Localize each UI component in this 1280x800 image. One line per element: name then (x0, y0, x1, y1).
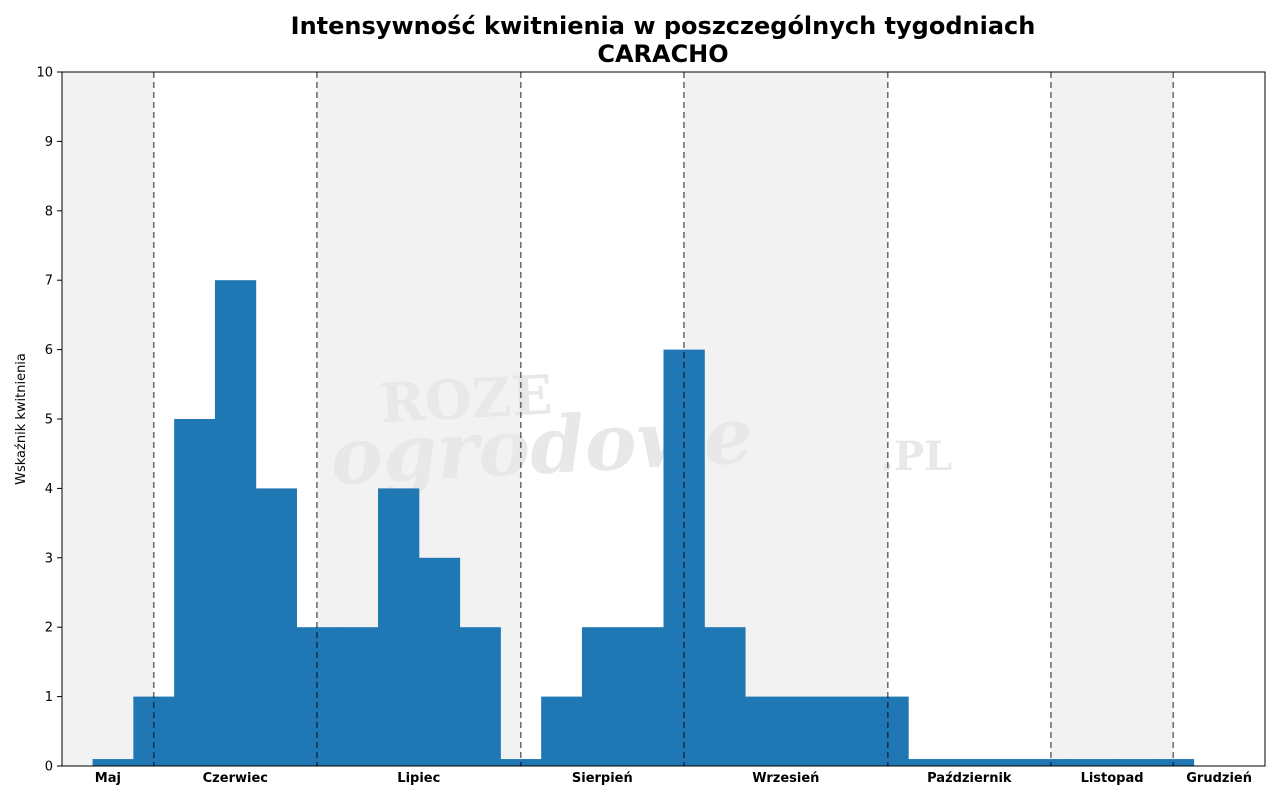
y-tick-label-2: 2 (45, 621, 53, 636)
bar-week-3 (174, 419, 216, 766)
watermark-text-pl: .PL (880, 433, 952, 480)
month-label-listopad: Listopad (1081, 771, 1144, 786)
month-dividers-layer (152, 72, 1175, 766)
bar-week-12 (541, 696, 583, 766)
y-tick-label-5: 5 (45, 413, 53, 428)
bar-week-1 (92, 759, 134, 766)
bar-week-4 (214, 280, 257, 766)
y-tick-label-4: 4 (45, 482, 53, 497)
y-tick-label-0: 0 (45, 760, 53, 775)
bar-week-17 (745, 696, 787, 766)
month-label-sierpien: Sierpień (572, 771, 633, 786)
bar-week-18 (785, 696, 828, 766)
chart-subtitle: CARACHO (597, 40, 728, 68)
month-label-wrzesien: Wrzesień (752, 771, 819, 786)
y-tick-label-6: 6 (45, 343, 53, 358)
y-tick-label-1: 1 (45, 690, 53, 705)
bars-layer (92, 280, 1195, 766)
bar-week-13 (581, 627, 624, 766)
month-label-maj: Maj (95, 771, 121, 786)
y-tick-label-9: 9 (45, 135, 53, 150)
month-label-lipiec: Lipiec (397, 771, 440, 786)
bar-week-9 (418, 557, 461, 766)
bar-week-10 (459, 627, 501, 766)
chart-title: Intensywność kwitnienia w poszczególnych… (291, 12, 1036, 40)
y-tick-label-3: 3 (45, 551, 53, 566)
y-tick-label-10: 10 (36, 66, 53, 81)
month-shade-listopad (1050, 72, 1174, 766)
month-label-grudzien: Grudzień (1186, 771, 1252, 786)
month-shading-layer (62, 72, 1174, 766)
month-label-czerwiec: Czerwiec (203, 771, 268, 786)
y-tick-label-8: 8 (45, 204, 53, 219)
month-label-pazdziernik: Październik (927, 771, 1012, 786)
y-axis: 0 1 2 3 4 5 6 7 8 9 10 (36, 66, 62, 775)
bar-week-5 (255, 488, 297, 766)
bar-week-23 (989, 759, 1032, 766)
bar-week-14 (622, 627, 664, 766)
bar-week-21 (908, 759, 950, 766)
bar-week-16 (704, 627, 746, 766)
month-labels: Maj Czerwiec Lipiec Sierpień Wrzesień Paździe… (95, 771, 1252, 786)
bar-week-7 (337, 627, 379, 766)
bar-week-26 (1112, 759, 1154, 766)
bar-week-8 (378, 488, 420, 766)
y-tick-label-7: 7 (45, 274, 53, 289)
bar-week-25 (1071, 759, 1113, 766)
bar-week-22 (948, 759, 991, 766)
month-shade-maj (62, 72, 154, 766)
y-axis-label: Wskaźnik kwitnienia (14, 353, 29, 485)
watermark-text-roze: ROZE (378, 362, 554, 435)
bar-week-19 (826, 696, 868, 766)
